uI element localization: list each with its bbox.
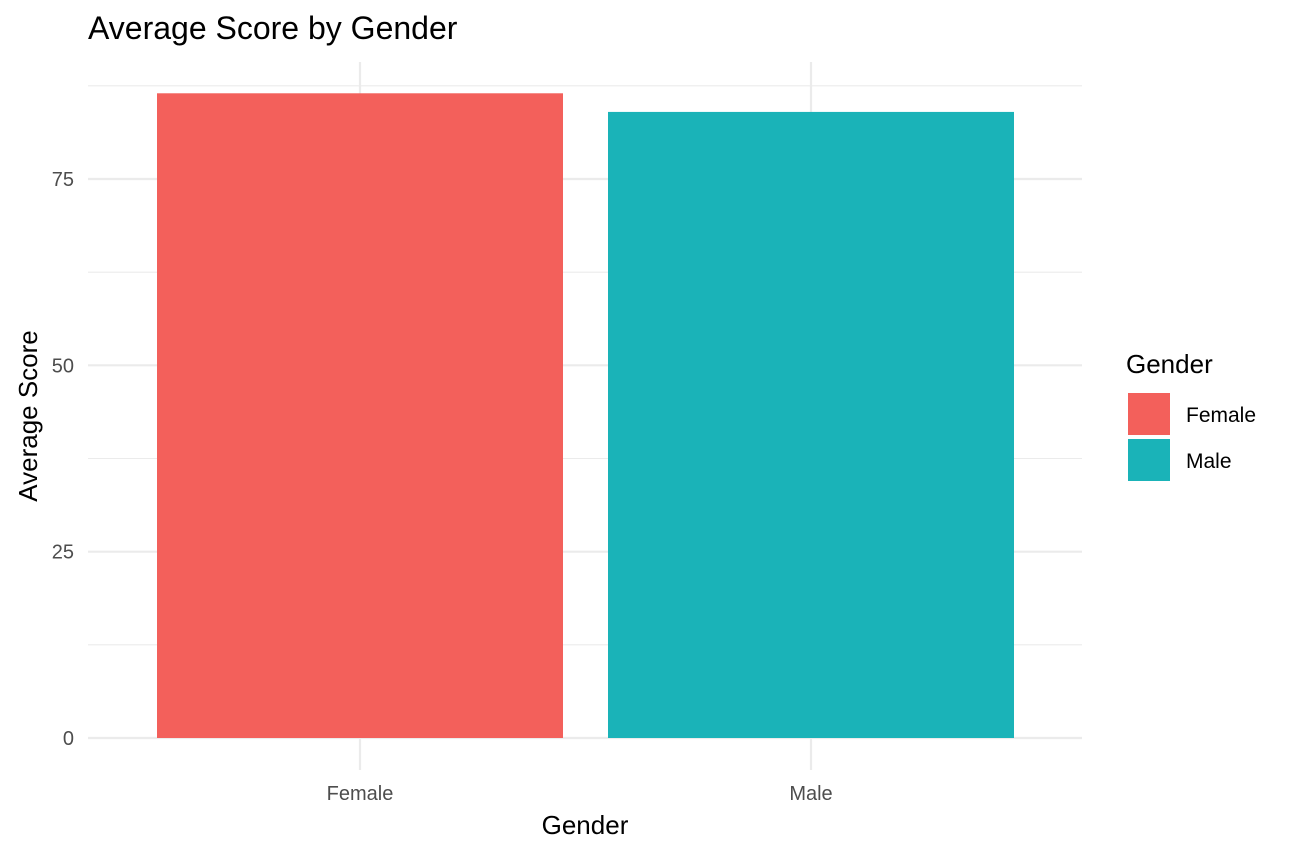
bars	[157, 93, 1014, 739]
x-axis-title: Gender	[542, 810, 629, 840]
legend-title: Gender	[1126, 349, 1213, 379]
y-tick-label: 25	[52, 542, 74, 564]
y-tick-label: 75	[52, 169, 74, 191]
bar-female	[157, 93, 563, 738]
bar-male	[608, 111, 1014, 739]
x-axis-ticks: Female Male	[327, 783, 833, 805]
legend: Gender Female Male	[1126, 349, 1256, 481]
y-axis-title: Average Score	[13, 330, 43, 502]
x-tick-label: Female	[327, 783, 394, 805]
y-tick-label: 50	[52, 355, 74, 377]
legend-entries: Female Male	[1128, 393, 1256, 481]
legend-swatch-female	[1128, 393, 1170, 435]
y-tick-label: 0	[63, 728, 74, 750]
legend-swatch-male	[1128, 439, 1170, 481]
x-tick-label: Male	[789, 783, 832, 805]
chart-title: Average Score by Gender	[88, 10, 458, 46]
y-axis-ticks: 0 25 50 75	[52, 169, 74, 750]
legend-label-female: Female	[1186, 404, 1256, 427]
legend-label-male: Male	[1186, 450, 1232, 473]
